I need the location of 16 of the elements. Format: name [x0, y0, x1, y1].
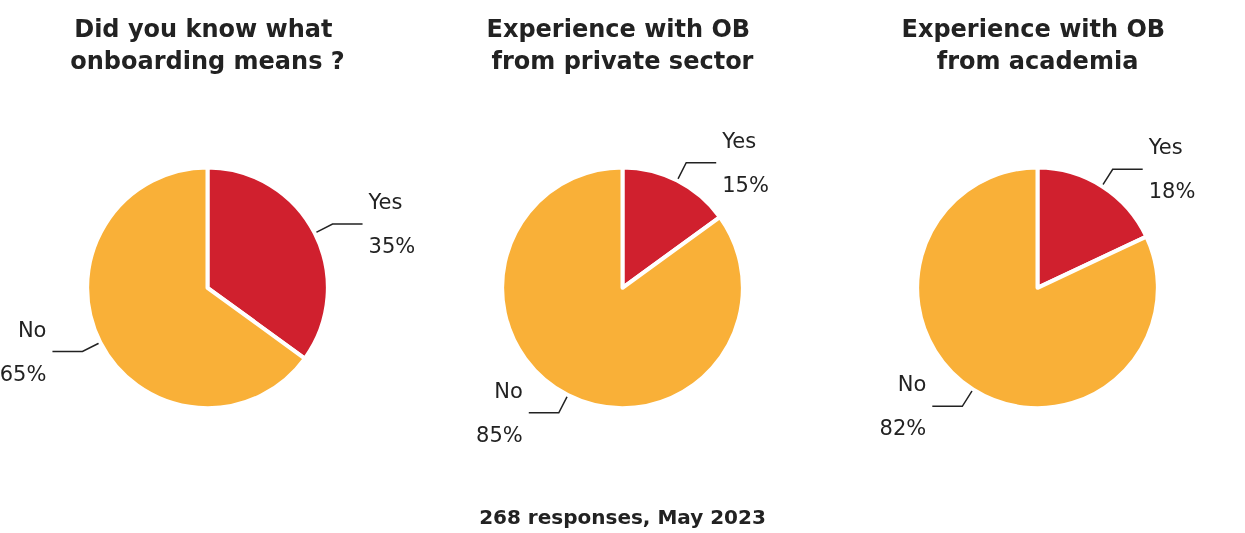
chart-title: Did you know what onboarding means ?: [70, 15, 345, 75]
slice-label: Yes: [721, 128, 757, 153]
data-label: 65%: [0, 361, 47, 386]
data-label: 18%: [1148, 179, 1196, 204]
chart-title: Experience with OB from private sector: [486, 15, 759, 75]
data-label: 82%: [879, 416, 927, 441]
data-label: 85%: [476, 422, 523, 447]
data-label: 35%: [368, 234, 416, 259]
slice-label: No: [494, 378, 523, 403]
chart-title: Experience with OB from academia: [901, 15, 1174, 75]
slice-label: No: [897, 372, 927, 397]
slice-label: Yes: [367, 190, 403, 215]
slice-label: No: [17, 317, 47, 342]
data-label: 15%: [722, 172, 769, 197]
slice-label: Yes: [1147, 135, 1183, 160]
text: 268 responses, May 2023: [479, 505, 766, 529]
